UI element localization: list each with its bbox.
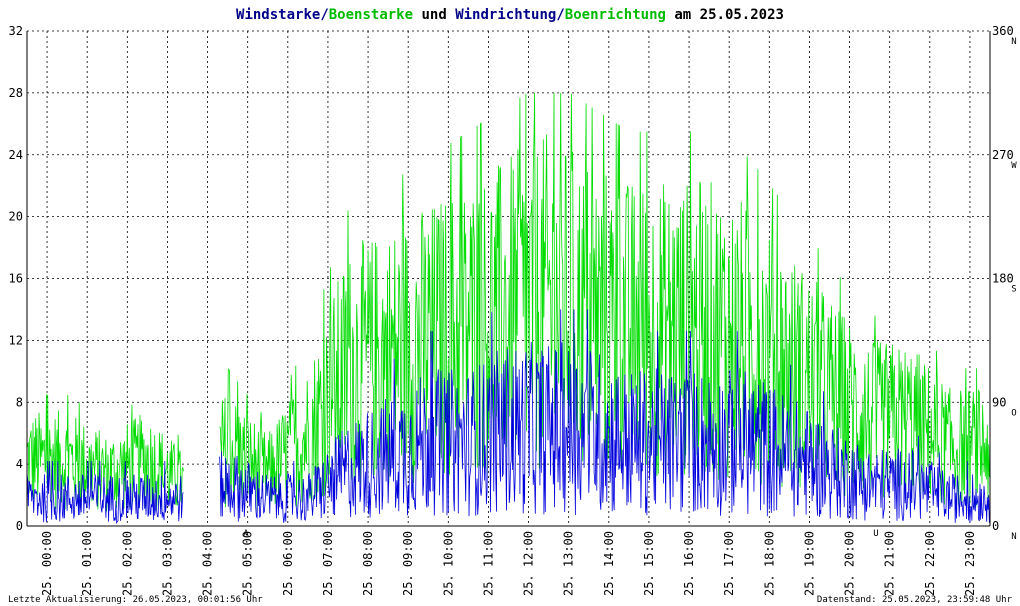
- title-sep1: /: [320, 7, 328, 23]
- y-left-tick-4: 4: [16, 457, 23, 471]
- x-tick-8: 25. 08:00: [361, 531, 375, 596]
- x-tick-4: 25. 04:00: [201, 531, 215, 596]
- y-right-tick-360: 360: [992, 24, 1014, 38]
- x-tick-21: 25. 21:00: [883, 531, 897, 596]
- x-tick-20: 25. 20:00: [843, 531, 857, 596]
- x-tick-1: 25. 01:00: [80, 531, 94, 596]
- wind-line-path: [26, 309, 990, 525]
- x-tick-14: 25. 14:00: [602, 531, 616, 596]
- x-tick-12: 25. 12:00: [522, 531, 536, 596]
- title-boenstarke: Boenstarke: [329, 7, 413, 23]
- x-tick-10: 25. 10:00: [441, 531, 455, 596]
- compass-0: N: [1011, 532, 1016, 542]
- x-tick-7: 25. 07:00: [321, 531, 335, 596]
- x-tick-0: 25. 00:00: [40, 531, 54, 596]
- title-sep2: /: [556, 7, 564, 23]
- title-windrichtung: Windrichtung: [455, 7, 556, 23]
- y-left-tick-16: 16: [9, 272, 23, 286]
- x-tick-2: 25. 02:00: [120, 531, 134, 596]
- compass-4: N: [1011, 37, 1016, 47]
- title-boenrichtung: Boenrichtung: [565, 7, 666, 23]
- y-axis-left-ticks: 0 4 8 12 16 20 24 28 32: [9, 24, 23, 533]
- y-left-tick-32: 32: [9, 24, 23, 38]
- y-right-tick-270: 270: [992, 148, 1014, 162]
- x-tick-17: 25. 17:00: [722, 531, 736, 596]
- axes: [26, 31, 991, 527]
- x-tick-9: 25. 09:00: [401, 531, 415, 596]
- marker-u: U: [873, 529, 878, 539]
- compass-3: W: [1011, 161, 1017, 171]
- y-left-tick-28: 28: [9, 86, 23, 100]
- x-tick-22: 25. 22:00: [923, 531, 937, 596]
- chart-title: Windstarke/Boenstarke und Windrichtung/B…: [236, 7, 784, 23]
- y-left-tick-0: 0: [16, 519, 23, 533]
- y-right-tick-90: 90: [992, 395, 1006, 409]
- x-axis-ticks: 25. 00:00 25. 01:00 25. 02:00 25. 03:00 25. …: [40, 531, 977, 596]
- x-tick-3: 25. 03:00: [160, 531, 174, 596]
- x-tick-23: 25. 23:00: [963, 531, 977, 596]
- title-date: am 25.05.2023: [666, 7, 784, 23]
- x-tick-6: 25. 06:00: [281, 531, 295, 596]
- x-tick-16: 25. 16:00: [682, 531, 696, 596]
- y-right-tick-180: 180: [992, 272, 1014, 286]
- compass-2: S: [1011, 285, 1016, 295]
- compass-1: O: [1011, 408, 1016, 418]
- y-left-tick-20: 20: [9, 210, 23, 224]
- x-tick-15: 25. 15:00: [642, 531, 656, 596]
- y-right-tick-0: 0: [992, 519, 999, 533]
- title-und: und: [413, 7, 455, 23]
- x-tick-19: 25. 19:00: [802, 531, 816, 596]
- x-tick-11: 25. 11:00: [481, 531, 495, 596]
- x-tick-13: 25. 13:00: [562, 531, 576, 596]
- title-windstarke: Windstarke: [236, 7, 320, 23]
- wind-series-line: [26, 309, 990, 525]
- y-left-tick-8: 8: [16, 395, 23, 409]
- footer-data-status: Datenstand: 25.05.2023, 23:59:48 Uhr: [817, 595, 1013, 605]
- y-left-tick-24: 24: [9, 148, 23, 162]
- y-left-tick-12: 12: [9, 333, 23, 347]
- marker-a: A: [243, 529, 249, 539]
- footer-last-update: Letzte Aktualisierung: 26.05.2023, 00:01…: [8, 595, 263, 605]
- x-tick-18: 25. 18:00: [762, 531, 776, 596]
- x-tick-5: 25. 05:00: [241, 531, 255, 596]
